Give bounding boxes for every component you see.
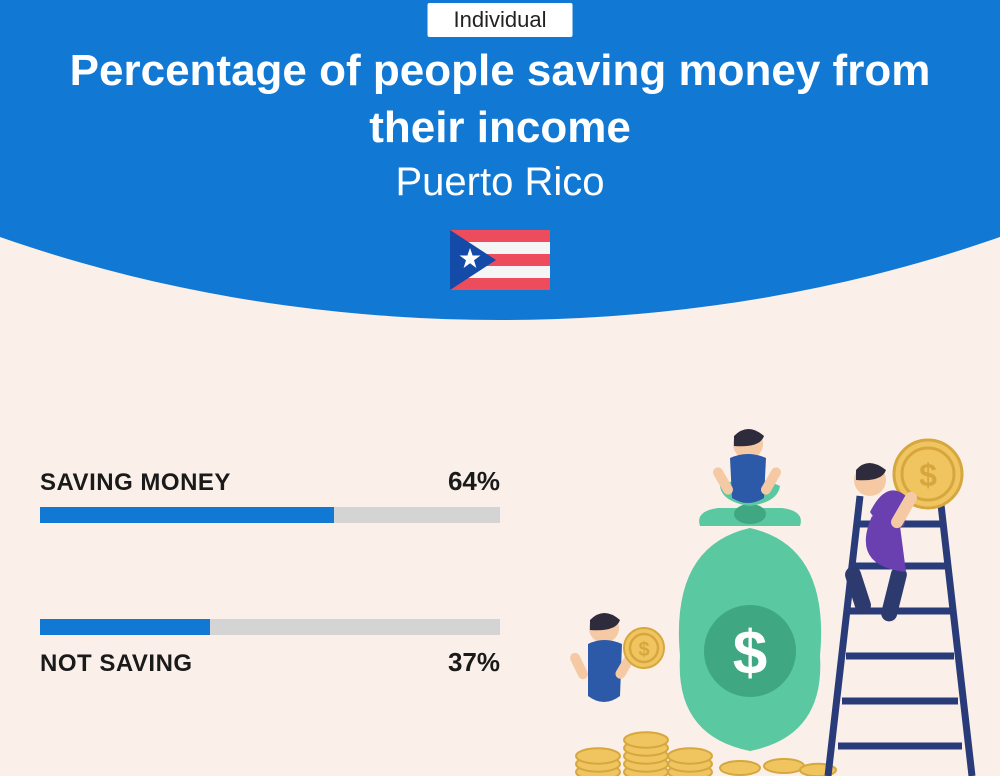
page-subtitle: Puerto Rico: [0, 160, 1000, 205]
bar-value: 37%: [448, 647, 500, 678]
category-pill: Individual: [428, 3, 573, 37]
bar-row-saving: SAVING MONEY 64%: [40, 466, 500, 523]
svg-text:$: $: [733, 619, 767, 688]
svg-text:$: $: [919, 457, 937, 493]
bar-chart: SAVING MONEY 64% NOT SAVING 37%: [40, 466, 500, 774]
bar-row-not-saving: NOT SAVING 37%: [40, 619, 500, 678]
bar-fill: [40, 507, 334, 523]
bar-value: 64%: [448, 466, 500, 497]
savings-illustration: $ $: [550, 416, 990, 776]
bar-track: [40, 619, 500, 635]
svg-text:$: $: [638, 639, 649, 661]
bar-track: [40, 507, 500, 523]
bar-fill: [40, 619, 210, 635]
bar-label: NOT SAVING: [40, 650, 193, 678]
page-title: Percentage of people saving money from t…: [0, 42, 1000, 156]
flag-icon: [450, 230, 550, 290]
bar-label: SAVING MONEY: [40, 469, 231, 497]
